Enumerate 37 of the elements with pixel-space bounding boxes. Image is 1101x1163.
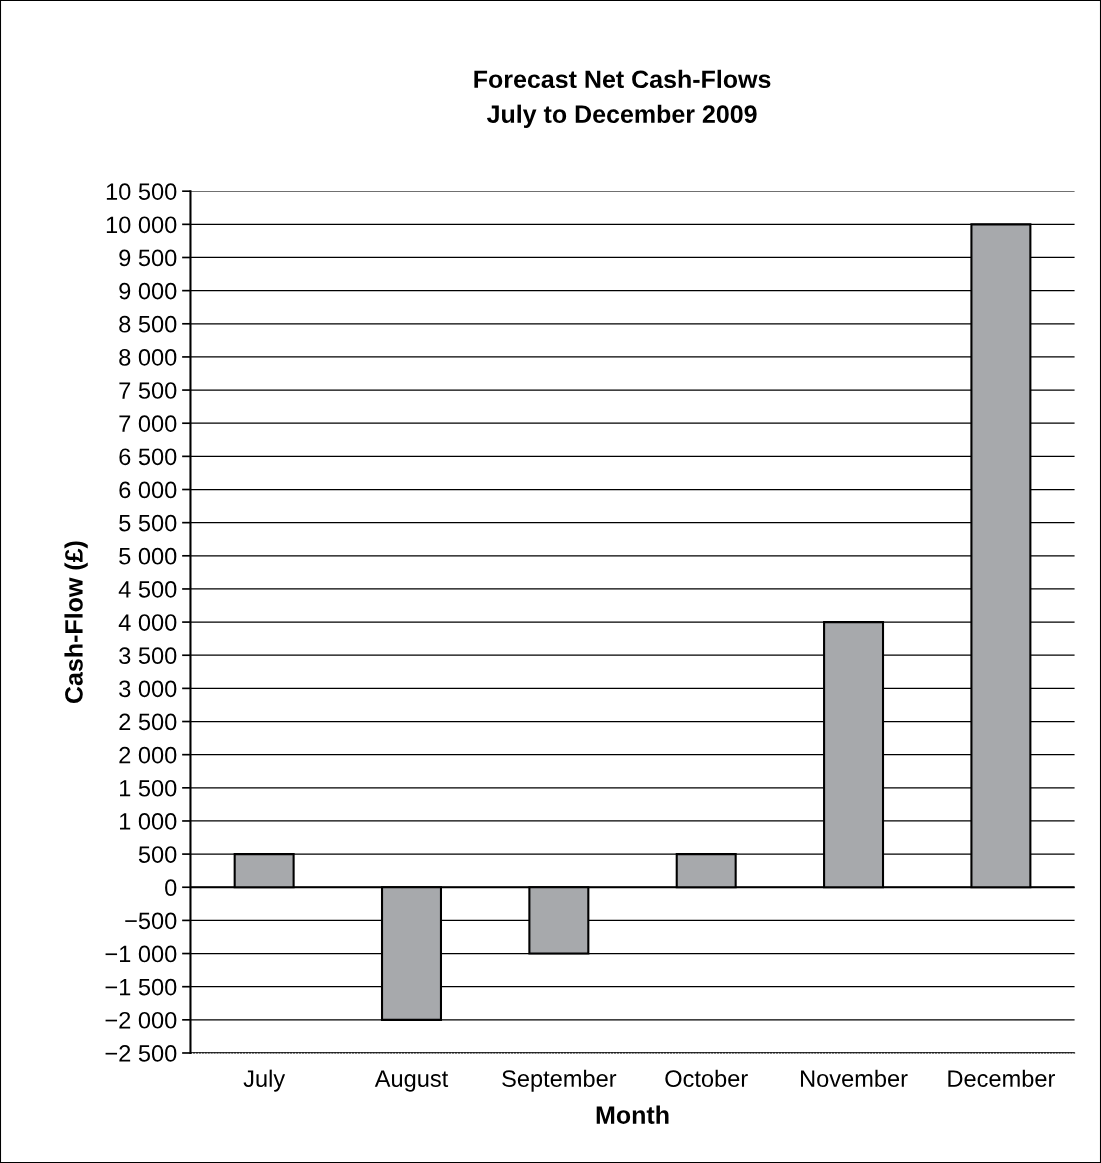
y-tick-label: 8 500 [119,315,177,333]
y-tick-label: 4 000 [118,614,177,631]
y-tick-label: 8 000 [119,348,177,366]
x-tick-label: December [948,1069,1055,1087]
y-tick-label: 2 500 [119,713,177,731]
x-tick-label: August [374,1070,449,1092]
y-tick-label: 10 500 [106,183,177,200]
y-tick-label: 9 000 [119,282,177,300]
x-tick-label: July [243,1069,286,1092]
x-axis-title: Month [596,1105,669,1124]
y-tick-label: 5 000 [119,547,177,565]
y-tick-label: 6 500 [119,448,177,466]
x-tick-label: November [801,1069,908,1087]
chart-title: Forecast Net Cash-Flows [474,69,771,89]
y-tick-label: 2 000 [119,746,177,764]
y-tick-label: 3 500 [119,647,177,665]
y-tick-label: 500 [138,846,177,863]
y-tick-label: 1 000 [120,813,177,830]
y-tick-label: 5 500 [119,514,177,532]
y-tick-label: 9 500 [119,249,177,267]
y-tick-label: −1 000 [105,945,177,963]
y-tick-label: 0 [165,879,177,897]
chart-subtitle: July to December 2009 [486,104,757,128]
x-tick-label: September [502,1069,617,1092]
y-tick-label: 7 500 [119,382,177,399]
y-tick-label: 6 000 [119,481,177,499]
y-tick-label: 10 000 [106,216,177,234]
y-tick-label: −500 [125,912,177,930]
y-tick-label: 1 500 [120,779,177,797]
y-axis-title: Cash-Flow (£) [64,541,88,703]
y-tick-label: −1 500 [105,978,177,996]
y-tick-label: 3 000 [119,680,177,698]
x-tick-label: October [665,1069,748,1087]
y-tick-label: 7 000 [119,415,177,432]
y-tick-label: −2 500 [105,1045,177,1062]
y-tick-label: 4 500 [118,581,177,598]
y-tick-label: −2 000 [105,1011,177,1029]
